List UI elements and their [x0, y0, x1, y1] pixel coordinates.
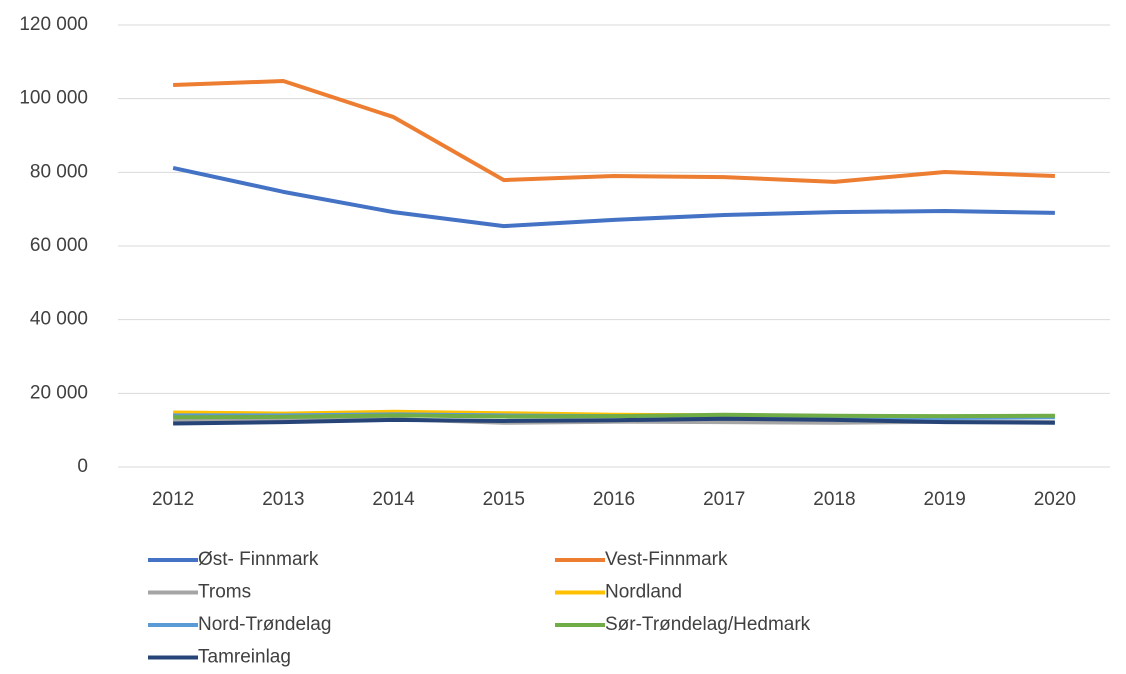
y-tick-label: 80 000 — [30, 161, 88, 182]
y-tick-label: 100 000 — [19, 88, 88, 109]
series-line — [173, 416, 1055, 426]
x-tick-label: 2013 — [262, 489, 304, 510]
y-tick-label: 20 000 — [30, 382, 88, 403]
x-tick-label: 2016 — [593, 489, 635, 510]
legend-label: Sør-Trøndelag/Hedmark — [605, 614, 811, 635]
series-line — [173, 412, 1055, 420]
legend-label: Øst- Finnmark — [198, 549, 319, 570]
legend-label: Nordland — [605, 582, 682, 603]
x-tick-label: 2019 — [924, 489, 966, 510]
y-tick-label: 0 — [77, 456, 88, 477]
x-tick-label: 2015 — [483, 489, 525, 510]
legend-label: Tamreinlag — [198, 647, 291, 668]
legend-label: Troms — [198, 582, 251, 603]
series-line — [172, 165, 1055, 229]
y-tick-label: 40 000 — [30, 309, 88, 330]
x-tick-label: 2014 — [372, 489, 415, 510]
y-tick-label: 60 000 — [30, 235, 88, 256]
x-tick-label: 2017 — [703, 489, 745, 510]
legend-label: Nord-Trøndelag — [198, 614, 331, 635]
x-tick-label: 2020 — [1034, 489, 1076, 510]
y-tick-label: 120 000 — [19, 14, 88, 35]
x-tick-label: 2018 — [813, 489, 855, 510]
series-line — [173, 78, 1055, 184]
legend-label: Vest-Finnmark — [605, 549, 728, 570]
x-tick-label: 2012 — [152, 489, 194, 510]
